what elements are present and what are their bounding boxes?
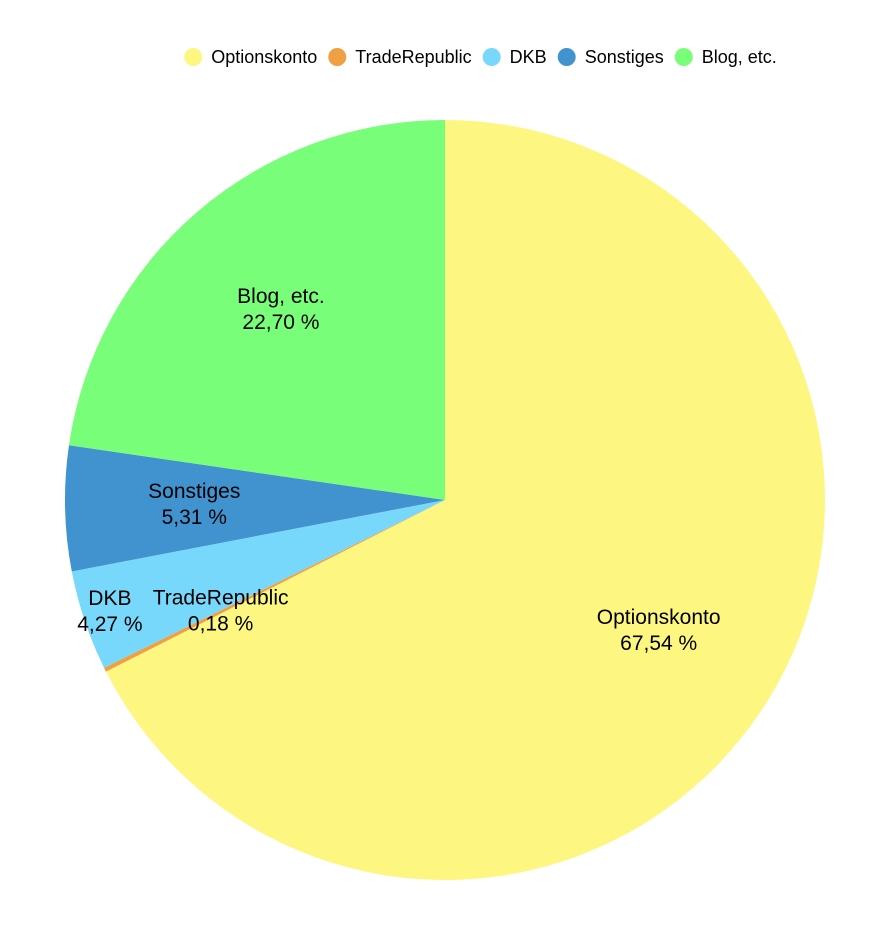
slice-label: DKB bbox=[88, 587, 131, 610]
legend-swatch bbox=[184, 48, 203, 66]
pie-slice bbox=[71, 500, 445, 668]
pie bbox=[65, 120, 826, 880]
legend-item: Blog, etc. bbox=[674, 47, 777, 67]
slice-value-label: 5,31 % bbox=[162, 506, 227, 529]
legend-swatch bbox=[328, 48, 347, 66]
pie-slice bbox=[68, 120, 446, 500]
slice-label: TradeRepublic bbox=[153, 587, 289, 610]
slice-value-label: 67,54 % bbox=[620, 632, 697, 655]
slice-value-label: 22,70 % bbox=[242, 311, 319, 334]
legend: Optionskonto TradeRepublic DKB Sonstiges Blo… bbox=[184, 47, 777, 67]
pie-slice bbox=[65, 445, 446, 572]
legend-swatch bbox=[674, 48, 693, 66]
legend-swatch bbox=[482, 48, 501, 66]
legend-swatch bbox=[557, 48, 576, 66]
legend-label: DKB bbox=[510, 47, 547, 67]
slice-label: Blog, etc. bbox=[237, 285, 325, 308]
legend-label: Blog, etc. bbox=[702, 47, 777, 67]
legend-label: Sonstiges bbox=[585, 47, 664, 67]
legend-item: Optionskonto bbox=[184, 47, 317, 67]
legend-item: Sonstiges bbox=[557, 47, 664, 67]
slice-labels: Optionskonto 67,54 % TradeRepublic 0,18 % DK… bbox=[77, 285, 720, 655]
legend-item: DKB bbox=[482, 47, 547, 67]
pie-slice bbox=[105, 120, 826, 880]
legend-label: Optionskonto bbox=[211, 47, 317, 67]
pie-slice bbox=[104, 500, 445, 672]
legend-item: TradeRepublic bbox=[328, 47, 472, 67]
slice-value-label: 0,18 % bbox=[188, 613, 253, 636]
legend-label: TradeRepublic bbox=[355, 47, 471, 67]
slice-label: Optionskonto bbox=[597, 606, 721, 629]
slice-label: Sonstiges bbox=[148, 480, 240, 503]
slice-value-label: 4,27 % bbox=[77, 613, 142, 636]
